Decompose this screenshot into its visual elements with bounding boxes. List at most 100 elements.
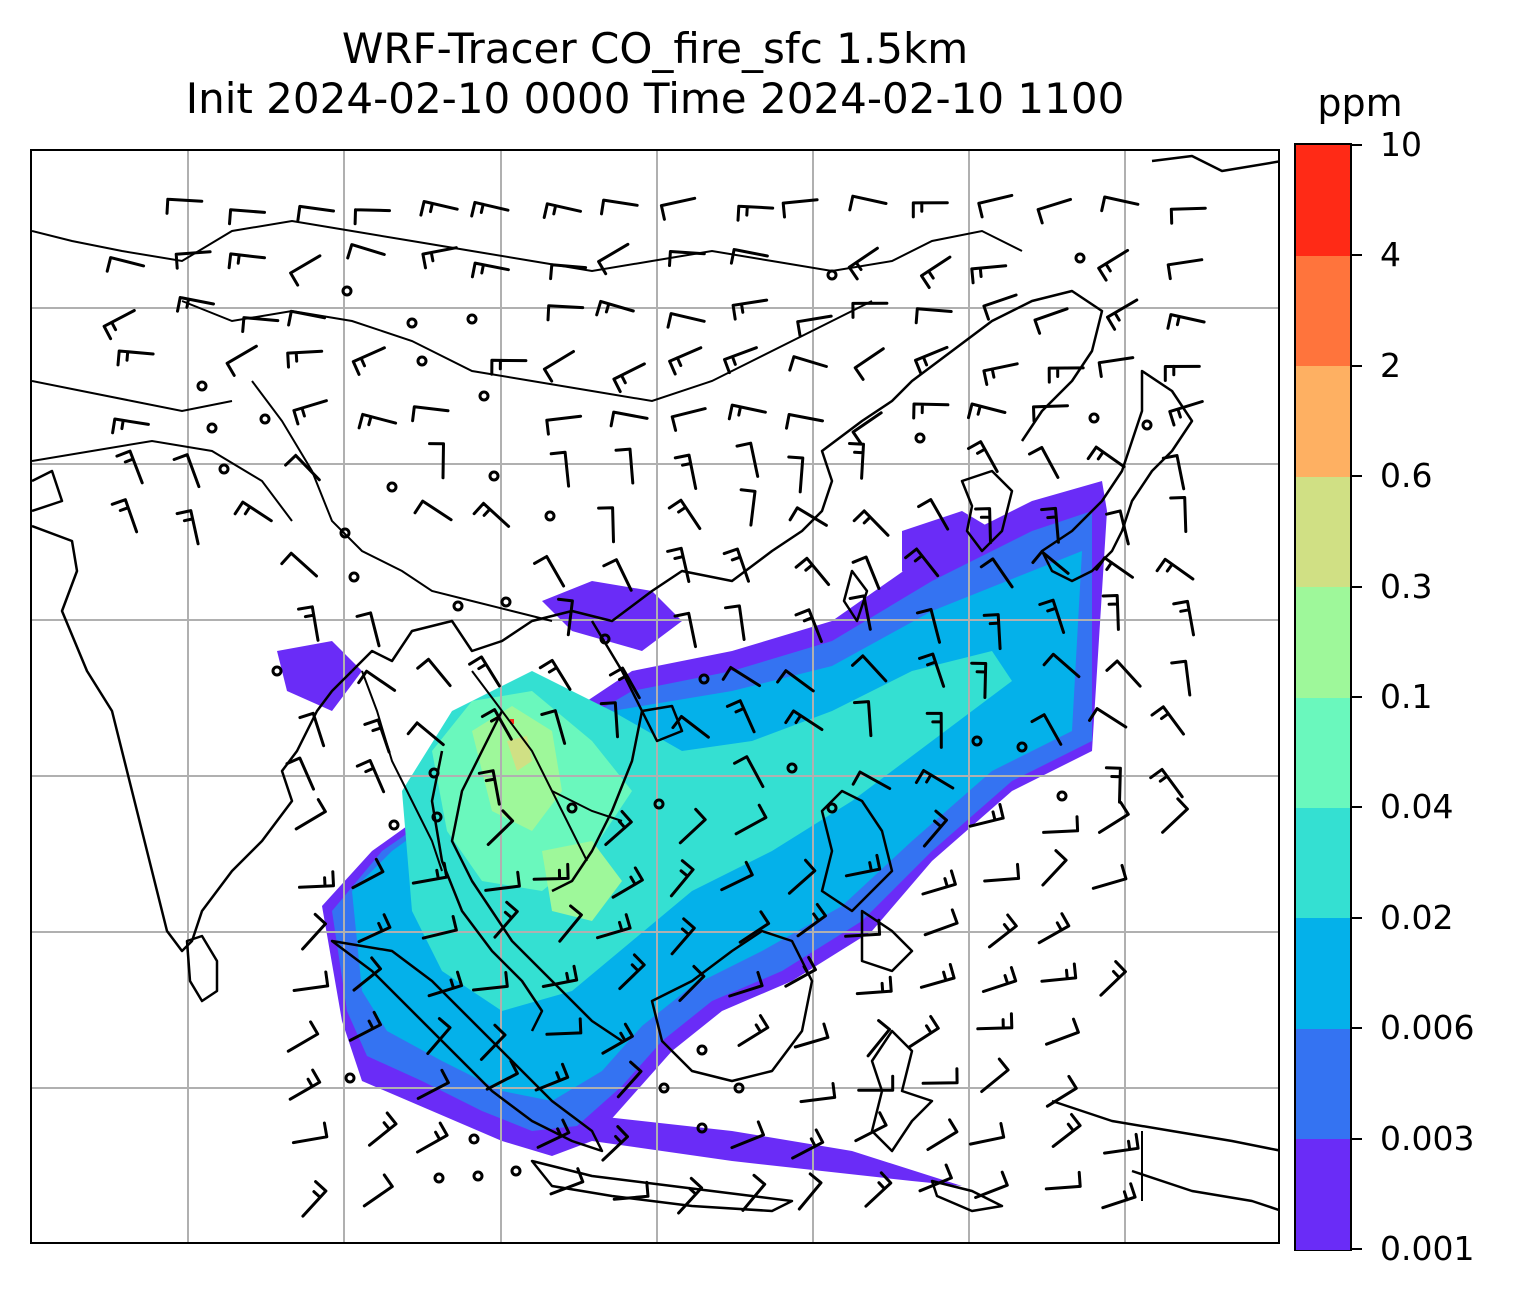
wind-barb [1032, 404, 1069, 423]
coastline-hainan [640, 704, 684, 743]
wind-barb [558, 904, 583, 943]
calm-wind-circle [1016, 741, 1028, 753]
colorbar-tick-mark [1352, 806, 1362, 809]
wind-barb [667, 498, 702, 530]
calm-wind-circles [196, 252, 1153, 1184]
calm-wind-circle [433, 1172, 445, 1184]
wind-barb [912, 402, 950, 420]
colorbar-tick-mark [1352, 916, 1362, 919]
colorbar-segment [1296, 586, 1350, 698]
wind-barb [918, 652, 946, 688]
wind-barb [1105, 509, 1130, 546]
wind-barb [600, 198, 639, 216]
border-china-russia [32, 219, 1023, 273]
wind-barb [175, 509, 200, 546]
coastline-timor [930, 1179, 1004, 1213]
calm-wind-circle [1088, 412, 1100, 424]
wind-barb [351, 346, 386, 376]
wind-barb [852, 509, 890, 537]
wind-barb [974, 1170, 1009, 1199]
wind-barb [741, 1173, 767, 1212]
wind-barb [970, 661, 988, 699]
title-line-2: Init 2024-02-10 0000 Time 2024-02-10 110… [185, 74, 1125, 123]
wind-barb [982, 613, 1002, 651]
wind-barb [668, 346, 703, 376]
wind-barb [727, 403, 767, 421]
wind-barb [296, 204, 335, 222]
wind-barb [1091, 863, 1128, 890]
colorbar-segment [1296, 476, 1350, 588]
wind-barb [609, 410, 649, 428]
wind-barb [851, 411, 883, 446]
wind-barb [536, 1118, 571, 1149]
wind-barb [357, 412, 398, 430]
wind-barb [678, 964, 706, 1002]
wind-barb [549, 450, 571, 488]
wind-barb [1042, 815, 1080, 834]
wind-barb [534, 1062, 570, 1092]
wind-barb [853, 347, 885, 381]
wind-barb [1163, 364, 1201, 382]
wind-barb [914, 345, 949, 375]
wind-barb [794, 556, 831, 586]
wind-barb [1045, 1074, 1078, 1108]
map-panel[interactable] [30, 149, 1280, 1244]
wind-barb [904, 547, 940, 578]
wind-barb [1047, 366, 1085, 384]
wind-barb [411, 861, 449, 885]
wind-barb [670, 407, 707, 432]
wind-barb [1038, 598, 1066, 634]
wind-barb [848, 442, 865, 480]
wind-barb [470, 261, 510, 279]
wind-barb [979, 557, 1014, 589]
border-central-asia [32, 380, 233, 413]
coastline-borneo [650, 929, 814, 1083]
colorbar-tick-mark [1352, 144, 1362, 146]
wind-barb [1086, 445, 1126, 469]
wind-barb [1150, 705, 1185, 736]
wind-barb [110, 498, 139, 534]
wind-barb [301, 912, 327, 951]
colorbar-tick-label: 0.3 [1380, 566, 1433, 606]
wind-barb [1037, 912, 1071, 945]
calm-wind-circle [196, 380, 208, 392]
wind-barb [493, 900, 519, 939]
colorbar-segment [1296, 917, 1350, 1029]
wind-barb [362, 1173, 394, 1208]
border-china-south [251, 380, 553, 622]
calm-wind-circle [826, 269, 838, 281]
wind-barb [920, 255, 952, 289]
wind-barb [724, 604, 746, 641]
wind-barb [922, 809, 948, 848]
coastline-philippines-south [860, 909, 914, 973]
wind-barb [976, 1012, 1014, 1031]
wind-barb [1155, 557, 1195, 581]
calm-wind-circle [500, 596, 512, 608]
colorbar [1294, 143, 1352, 1251]
colorbar-segment [1296, 145, 1350, 256]
wind-barb [228, 208, 266, 226]
calm-wind-circle [259, 413, 271, 425]
wind-barb [1149, 767, 1184, 799]
colorbar-tick-mark [1352, 1248, 1362, 1250]
gridlines [32, 151, 1278, 1242]
wind-barb [176, 296, 215, 313]
calm-wind-circle [452, 600, 464, 612]
wind-barb [722, 547, 750, 583]
wind-barb [967, 440, 999, 473]
wind-barb [1104, 766, 1122, 804]
wind-barb [666, 546, 691, 583]
colorbar-tick-label: 0.02 [1380, 897, 1454, 937]
wind-barb [612, 1180, 650, 1201]
calm-wind-circle [472, 1170, 484, 1182]
coastline-new-guinea-south [1131, 1169, 1278, 1211]
wind-barb [914, 307, 953, 325]
colorbar-tick-label: 0.003 [1380, 1118, 1475, 1158]
calm-wind-circle [206, 422, 218, 434]
wind-barb [225, 344, 258, 377]
wind-barb [855, 975, 893, 996]
wind-barb [1031, 550, 1070, 575]
wind-barb [1099, 960, 1127, 997]
wind-barb [428, 442, 445, 480]
calm-wind-circle [696, 1044, 708, 1056]
